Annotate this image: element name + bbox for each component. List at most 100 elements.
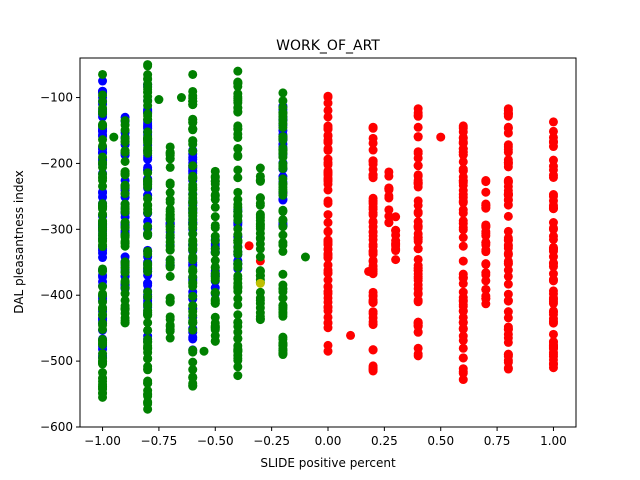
data-point: [210, 324, 220, 334]
x-tick-label: −0.25: [253, 434, 290, 448]
data-point: [278, 180, 288, 190]
data-point: [165, 210, 175, 220]
data-point: [413, 236, 423, 246]
data-point: [120, 116, 130, 126]
data-point: [503, 265, 513, 275]
data-point: [255, 267, 265, 277]
data-point: [165, 178, 175, 188]
data-point: [165, 242, 175, 252]
data-point: [503, 333, 513, 343]
data-point: [143, 259, 153, 269]
data-point: [384, 211, 394, 221]
data-point: [143, 79, 153, 89]
data-point: [98, 69, 108, 79]
chart-title: WORK_OF_ART: [276, 38, 380, 54]
x-tick-label: −1.00: [84, 434, 121, 448]
data-point: [188, 69, 198, 79]
data-point: [384, 205, 394, 215]
data-point: [255, 244, 265, 254]
data-point: [98, 120, 108, 130]
data-point: [384, 167, 394, 177]
data-point: [503, 271, 513, 281]
data-point: [233, 224, 243, 234]
data-point: [233, 199, 243, 209]
data-point: [165, 154, 175, 164]
data-point: [481, 259, 491, 269]
data-point: [368, 246, 378, 256]
data-point: [120, 136, 130, 146]
data-point: [458, 223, 468, 233]
data-point: [233, 236, 243, 246]
x-tick-label: 0.25: [371, 434, 398, 448]
data-point: [458, 256, 468, 266]
data-point: [503, 325, 513, 335]
data-point: [210, 212, 220, 222]
data-point: [368, 261, 378, 271]
data-point: [413, 327, 423, 337]
y-tick-label: −100: [40, 91, 73, 105]
data-point: [278, 207, 288, 217]
data-point: [143, 111, 153, 121]
data-point: [233, 334, 243, 344]
data-point: [143, 133, 153, 143]
data-point: [244, 241, 254, 251]
data-point: [481, 231, 491, 241]
data-point: [233, 362, 243, 372]
data-point: [548, 204, 558, 214]
data-point: [188, 146, 198, 156]
data-point: [188, 139, 198, 149]
data-point: [458, 157, 468, 167]
data-point: [368, 172, 378, 182]
data-point: [548, 126, 558, 136]
data-point: [98, 359, 108, 369]
data-point: [458, 216, 468, 226]
data-point: [413, 171, 423, 181]
data-point: [233, 243, 243, 253]
data-point: [165, 222, 175, 232]
data-point: [98, 388, 108, 398]
data-point: [458, 279, 468, 289]
data-point: [210, 275, 220, 285]
data-point: [98, 203, 108, 213]
data-point: [233, 165, 243, 175]
data-point: [210, 202, 220, 212]
data-point: [278, 246, 288, 256]
data-point: [98, 141, 108, 151]
y-tick-label: −600: [40, 420, 73, 434]
data-point: [548, 296, 558, 306]
data-point: [458, 241, 468, 251]
data-point: [210, 176, 220, 186]
data-point: [233, 150, 243, 160]
data-point: [368, 309, 378, 319]
data-point: [548, 191, 558, 201]
data-point: [120, 156, 130, 166]
x-axis-label: SLIDE positive percent: [260, 456, 396, 470]
data-point: [458, 269, 468, 279]
data-point: [120, 241, 130, 251]
data-point: [120, 167, 130, 177]
data-point: [458, 121, 468, 131]
data-point: [368, 239, 378, 249]
data-point: [548, 355, 558, 365]
data-point: [413, 161, 423, 171]
data-point: [188, 223, 198, 233]
data-point: [188, 125, 198, 135]
data-point: [278, 293, 288, 303]
data-point: [368, 138, 378, 148]
data-point: [391, 225, 401, 235]
data-point: [165, 142, 175, 152]
data-point: [98, 324, 108, 334]
data-point: [255, 303, 265, 313]
data-point: [323, 176, 333, 186]
data-point: [120, 230, 130, 240]
data-point: [120, 259, 130, 269]
data-point: [143, 249, 153, 259]
data-point: [188, 100, 198, 110]
data-point: [210, 231, 220, 241]
data-point: [368, 145, 378, 155]
data-point: [413, 319, 423, 329]
data-point: [548, 117, 558, 127]
data-point: [548, 340, 558, 350]
data-point: [255, 219, 265, 229]
